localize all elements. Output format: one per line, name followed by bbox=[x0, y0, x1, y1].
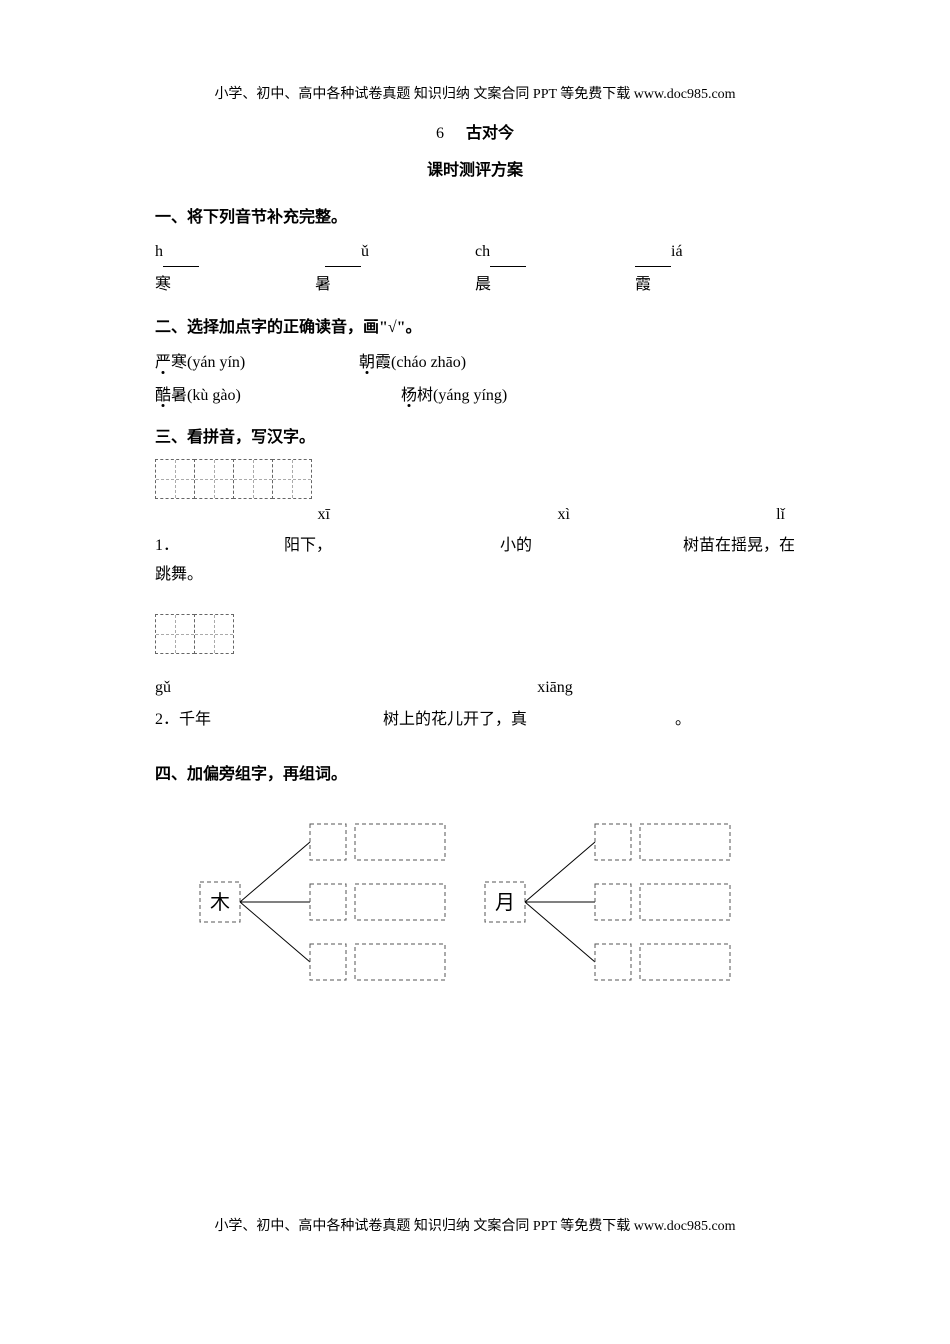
tianzige-cell[interactable] bbox=[155, 459, 195, 499]
tianzige-cell[interactable] bbox=[272, 459, 312, 499]
q2-opts: (yáng yíng) bbox=[433, 387, 507, 404]
q2-heading: 二、选择加点字的正确读音，画"√"。 bbox=[155, 314, 795, 343]
q3-heading: 三、看拼音，写汉字。 bbox=[155, 424, 795, 453]
answer-box[interactable] bbox=[595, 884, 631, 920]
blank[interactable] bbox=[635, 253, 671, 267]
blank[interactable] bbox=[325, 253, 361, 267]
pinyin: lǐ bbox=[570, 501, 795, 530]
q2-opts: (yán yín) bbox=[187, 354, 245, 371]
q3-line1-tail: 跳舞。 bbox=[155, 561, 795, 590]
q2-opts: (kù gào) bbox=[187, 387, 241, 404]
q2-opts: (cháo zhāo) bbox=[391, 354, 466, 371]
q2-dotted: 杨 bbox=[401, 387, 417, 404]
q1-suffix: iá bbox=[671, 238, 683, 267]
q3-text: 树苗在摇晃，在 bbox=[532, 532, 795, 561]
answer-box[interactable] bbox=[640, 824, 730, 860]
answer-box[interactable] bbox=[310, 884, 346, 920]
q3-line2-sentence: 2．千年 树上的花儿开了，真 。 bbox=[155, 706, 795, 735]
blank[interactable] bbox=[490, 253, 526, 267]
q2-item: 朝霞(cháo zhāo) bbox=[359, 349, 559, 378]
q3-text: 。 bbox=[675, 706, 795, 735]
q1-char: 霞 bbox=[635, 271, 795, 300]
tianzige-row bbox=[155, 614, 795, 654]
q1-char: 晨 bbox=[475, 271, 635, 300]
q3-line1-sentence: 1． 阳下， 小的 树苗在摇晃，在 bbox=[155, 532, 795, 561]
q3-line1-pinyin: xī xì lǐ bbox=[155, 501, 795, 530]
pinyin: xiāng bbox=[185, 674, 795, 703]
answer-box[interactable] bbox=[640, 884, 730, 920]
q2-item: 严寒(yán yín) bbox=[155, 349, 355, 378]
page-footer: 小学、初中、高中各种试卷真题 知识归纳 文案合同 PPT 等免费下载 www.d… bbox=[0, 1214, 950, 1239]
q2-row: 严寒(yán yín) 朝霞(cháo zhāo) bbox=[155, 349, 795, 378]
root-left-char: 木 bbox=[210, 891, 230, 914]
q4-heading: 四、加偏旁组字，再组词。 bbox=[155, 761, 795, 790]
tianzige-cell[interactable] bbox=[194, 459, 234, 499]
q1-prefix: h bbox=[155, 238, 163, 267]
q1-char: 寒 bbox=[155, 271, 315, 300]
answer-box[interactable] bbox=[595, 944, 631, 980]
answer-box[interactable] bbox=[310, 944, 346, 980]
q2-rest: 树 bbox=[417, 387, 433, 404]
pinyin: gǔ bbox=[155, 674, 185, 703]
q2-rest: 霞 bbox=[375, 354, 391, 371]
q1-chars-row: 寒 暑 晨 霞 bbox=[155, 271, 795, 300]
answer-box[interactable] bbox=[355, 884, 445, 920]
q1-pinyin-row: h ǔ ch iá bbox=[155, 238, 795, 267]
q1-char: 暑 bbox=[315, 271, 475, 300]
q3-num: 2．千年 bbox=[155, 706, 235, 735]
q2-rest: 寒 bbox=[171, 354, 187, 371]
q1-item: h bbox=[155, 238, 315, 267]
q2-item: 杨树(yáng yíng) bbox=[401, 382, 601, 411]
q2-item: 酷暑(kù gào) bbox=[155, 382, 397, 411]
page-header: 小学、初中、高中各种试卷真题 知识归纳 文案合同 PPT 等免费下载 www.d… bbox=[0, 82, 950, 107]
q2-dotted: 严 bbox=[155, 354, 171, 371]
lesson-title-row: 6 古对今 bbox=[155, 120, 795, 149]
q1-suffix: ǔ bbox=[361, 238, 369, 267]
answer-box[interactable] bbox=[595, 824, 631, 860]
answer-box[interactable] bbox=[640, 944, 730, 980]
q3-num: 1． bbox=[155, 532, 177, 561]
q3-text: 阳下， bbox=[177, 532, 332, 561]
q4-diagram: 木 月 bbox=[155, 802, 795, 1002]
lesson-title: 古对今 bbox=[466, 125, 514, 142]
q3-text: 树上的花儿开了，真 bbox=[235, 706, 675, 735]
pinyin: xī bbox=[155, 501, 330, 530]
q2-dotted: 朝 bbox=[359, 354, 375, 371]
blank[interactable] bbox=[163, 253, 199, 267]
q1-item: iá bbox=[635, 238, 795, 267]
q2-dotted: 酷 bbox=[155, 387, 171, 404]
q3-text: 小的 bbox=[332, 532, 532, 561]
answer-box[interactable] bbox=[355, 824, 445, 860]
tianzige-cell[interactable] bbox=[194, 614, 234, 654]
tianzige-cell[interactable] bbox=[233, 459, 273, 499]
pinyin: xì bbox=[330, 501, 570, 530]
lesson-number: 6 bbox=[436, 125, 444, 142]
tianzige-cell[interactable] bbox=[155, 614, 195, 654]
answer-box[interactable] bbox=[310, 824, 346, 860]
lesson-subtitle: 课时测评方案 bbox=[155, 157, 795, 186]
q1-prefix: ch bbox=[475, 238, 490, 267]
answer-box[interactable] bbox=[355, 944, 445, 980]
tianzige-row bbox=[155, 459, 795, 499]
q2-rest: 暑 bbox=[171, 387, 187, 404]
q2-row: 酷暑(kù gào) 杨树(yáng yíng) bbox=[155, 382, 795, 411]
q1-item: ch bbox=[475, 238, 635, 267]
q1-heading: 一、将下列音节补充完整。 bbox=[155, 204, 795, 233]
root-right-char: 月 bbox=[495, 892, 515, 914]
q3-line2-pinyin: gǔ xiāng bbox=[155, 674, 795, 703]
q1-item: ǔ bbox=[315, 238, 475, 267]
